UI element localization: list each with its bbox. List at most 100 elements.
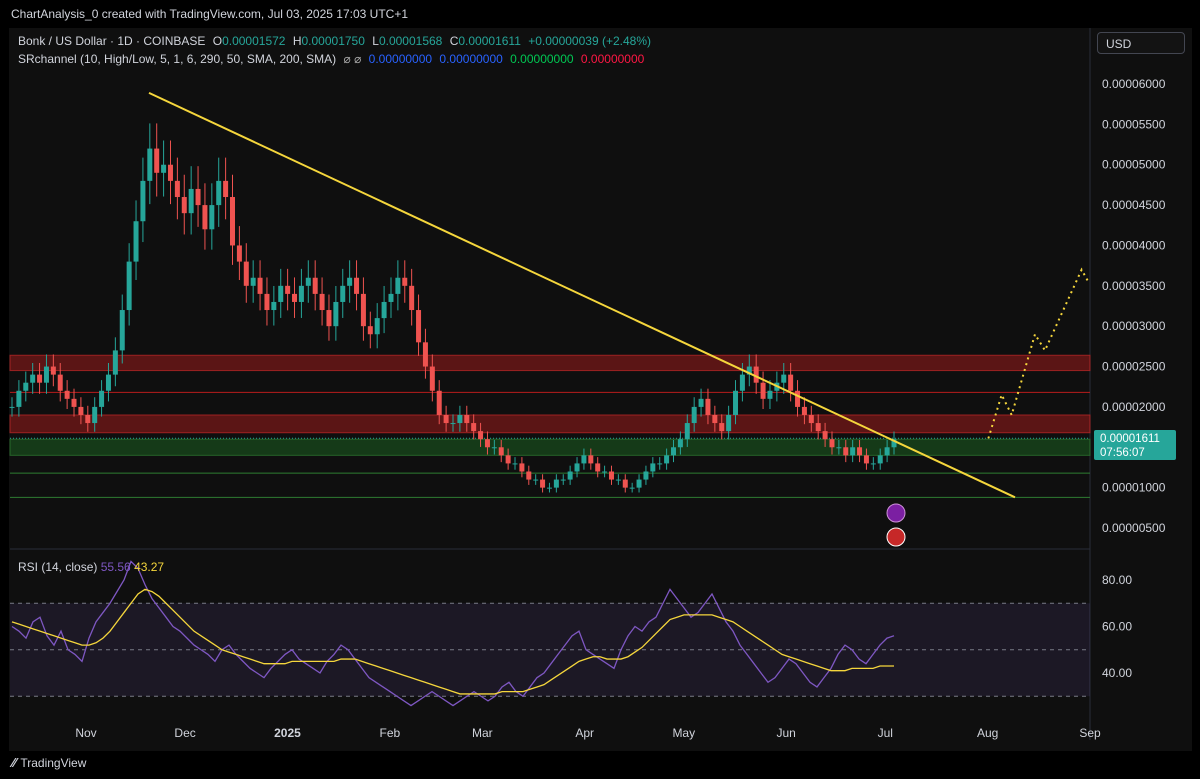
close-value: 0.00001611 (458, 34, 521, 48)
time-tick-label: Jul (878, 726, 893, 740)
candle-body (23, 382, 29, 391)
rsi-ma-line (11, 588, 894, 695)
change-value: +0.00000039 (+2.48%) (528, 34, 651, 48)
candle-body (347, 277, 353, 286)
candle-body (595, 463, 601, 472)
candle-body (602, 471, 608, 473)
rsi-value: 55.56 (100, 560, 131, 574)
candle-body (457, 414, 463, 424)
candle-body (167, 164, 173, 181)
candle-body (161, 164, 167, 173)
price-tick-label: 0.00000500 (1102, 521, 1166, 535)
candle-body (174, 180, 180, 198)
candle-body (464, 414, 470, 424)
candle-body (333, 301, 339, 327)
candle-body (99, 390, 105, 407)
sr-zone-2 (9, 438, 1091, 456)
candle-body (119, 310, 125, 351)
candle-body (154, 148, 160, 173)
price-tick-label: 0.00002000 (1102, 400, 1166, 414)
candle-body (546, 487, 552, 489)
chart-frame (9, 28, 1192, 751)
rsi-tick-label: 80.00 (1102, 573, 1132, 587)
candle-body (105, 374, 111, 391)
open-value: 0.00001572 (222, 34, 286, 48)
price-tick-label: 0.00002500 (1102, 360, 1166, 374)
candle-body (505, 455, 511, 464)
candle-body (285, 285, 291, 294)
candle-body (526, 471, 532, 480)
time-tick-label: Aug (977, 726, 998, 740)
candle-body (416, 310, 422, 343)
candle-body (884, 447, 890, 456)
candle-body (588, 455, 594, 464)
candle-body (374, 318, 380, 335)
candle-body (733, 390, 739, 415)
candle-body (92, 406, 98, 424)
candle-body (553, 479, 559, 488)
rsi-ma-value: 43.27 (134, 560, 165, 574)
candle-body (781, 374, 787, 383)
candle-body (491, 447, 497, 449)
candle-body (705, 398, 711, 415)
price-tick-label: 0.00005500 (1102, 117, 1166, 131)
candle-body (243, 261, 249, 286)
candle-body (719, 423, 725, 432)
sr-zone-1 (9, 414, 1091, 434)
candle-body (50, 366, 56, 375)
candle-body (657, 463, 663, 465)
candle-body (264, 293, 270, 311)
candle-body (767, 390, 773, 399)
candle-body (691, 406, 697, 424)
candle-body (326, 310, 332, 327)
time-tick-label: Sep (1079, 726, 1101, 740)
indicator-name[interactable]: SRchannel (10, High/Low, 5, 1, 6, 290, 5… (18, 52, 337, 66)
indicator-value-4: 0.00000000 (580, 52, 645, 66)
candle-body (753, 366, 759, 383)
footer-brand[interactable]: TradingView (20, 755, 87, 770)
candle-body (801, 406, 807, 415)
candle-body (202, 205, 208, 230)
rsi-tick-label: 60.00 (1102, 620, 1132, 634)
candle-body (181, 197, 187, 214)
candle-body (354, 277, 360, 294)
candle-body (712, 414, 718, 424)
time-tick-label: Feb (379, 726, 400, 740)
descending-trendline (148, 91, 1016, 499)
symbol-name[interactable]: Bonk / US Dollar · 1D · COINBASE (18, 34, 206, 48)
candle-body (560, 479, 566, 481)
candle-body (230, 197, 235, 246)
rsi-title[interactable]: RSI (14, close) (18, 560, 98, 574)
candle-body (147, 148, 153, 181)
candle-body (195, 188, 201, 206)
indicator-visibility-icon[interactable]: ⌀ ⌀ (343, 52, 362, 66)
candle-body (471, 423, 477, 432)
candle-body (636, 479, 642, 488)
currency-button[interactable]: USD (1097, 32, 1185, 54)
price-tick-label: 0.00001000 (1102, 481, 1166, 495)
time-tick-label: Dec (174, 726, 195, 740)
candle-body (739, 374, 745, 391)
candle-body (30, 374, 36, 383)
tv-logo-icon[interactable]: ⁄⁄ (12, 755, 17, 770)
candle-body (698, 398, 704, 407)
candle-body (684, 423, 690, 440)
candle-body (664, 455, 670, 464)
candle-body (71, 398, 77, 407)
low-label: L (372, 34, 379, 48)
high-value: 0.00001750 (301, 34, 365, 48)
candle-body (78, 406, 84, 415)
candle-body (37, 374, 43, 383)
candle-body (478, 431, 484, 440)
indicator-value-2: 0.00000000 (439, 52, 503, 66)
candle-body (877, 455, 883, 464)
candle-body (574, 463, 580, 472)
candle-body (409, 285, 415, 311)
candle-body (271, 301, 277, 311)
candle-body (671, 447, 676, 456)
indicator-legend: SRchannel (10, High/Low, 5, 1, 6, 290, 5… (18, 52, 648, 66)
time-tick-label: Apr (575, 726, 594, 740)
candle-body (677, 439, 683, 448)
candle-body (9, 406, 15, 408)
